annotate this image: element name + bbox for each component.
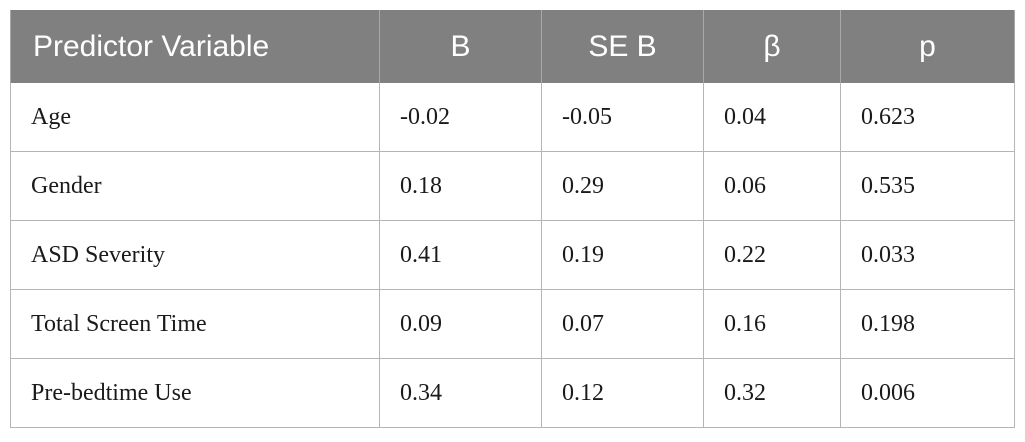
cell-beta: 0.16 bbox=[703, 289, 841, 359]
cell-se-b: 0.29 bbox=[541, 151, 704, 221]
cell-b: 0.34 bbox=[379, 358, 542, 428]
cell-p: 0.006 bbox=[840, 358, 1015, 428]
cell-b: 0.09 bbox=[379, 289, 542, 359]
cell-beta: 0.32 bbox=[703, 358, 841, 428]
header-beta: β bbox=[703, 10, 841, 83]
cell-p: 0.033 bbox=[840, 220, 1015, 290]
cell-se-b: 0.07 bbox=[541, 289, 704, 359]
cell-p: 0.623 bbox=[840, 83, 1015, 152]
header-p: p bbox=[840, 10, 1015, 83]
cell-beta: 0.04 bbox=[703, 83, 841, 152]
cell-se-b: 0.19 bbox=[541, 220, 704, 290]
cell-p: 0.535 bbox=[840, 151, 1015, 221]
table-row: Age -0.02 -0.05 0.04 0.623 bbox=[10, 83, 1015, 152]
regression-table: Predictor Variable B SE B β p Age -0.02 … bbox=[10, 10, 1015, 428]
cell-se-b: -0.05 bbox=[541, 83, 704, 152]
cell-p: 0.198 bbox=[840, 289, 1015, 359]
header-b: B bbox=[379, 10, 542, 83]
header-se-b: SE B bbox=[541, 10, 704, 83]
cell-beta: 0.22 bbox=[703, 220, 841, 290]
cell-predictor: ASD Severity bbox=[10, 220, 380, 290]
cell-b: -0.02 bbox=[379, 83, 542, 152]
cell-predictor: Age bbox=[10, 83, 380, 152]
cell-predictor: Gender bbox=[10, 151, 380, 221]
table-row: Pre-bedtime Use 0.34 0.12 0.32 0.006 bbox=[10, 358, 1015, 428]
cell-b: 0.18 bbox=[379, 151, 542, 221]
table-row: Total Screen Time 0.09 0.07 0.16 0.198 bbox=[10, 289, 1015, 359]
regression-table-container: Predictor Variable B SE B β p Age -0.02 … bbox=[10, 10, 1015, 428]
header-row: Predictor Variable B SE B β p bbox=[10, 10, 1015, 83]
cell-se-b: 0.12 bbox=[541, 358, 704, 428]
table-row: Gender 0.18 0.29 0.06 0.535 bbox=[10, 151, 1015, 221]
cell-beta: 0.06 bbox=[703, 151, 841, 221]
table-header: Predictor Variable B SE B β p bbox=[10, 10, 1015, 83]
cell-predictor: Total Screen Time bbox=[10, 289, 380, 359]
cell-predictor: Pre-bedtime Use bbox=[10, 358, 380, 428]
header-predictor-variable: Predictor Variable bbox=[10, 10, 380, 83]
table-row: ASD Severity 0.41 0.19 0.22 0.033 bbox=[10, 220, 1015, 290]
cell-b: 0.41 bbox=[379, 220, 542, 290]
table-body: Age -0.02 -0.05 0.04 0.623 Gender 0.18 0… bbox=[10, 83, 1015, 428]
